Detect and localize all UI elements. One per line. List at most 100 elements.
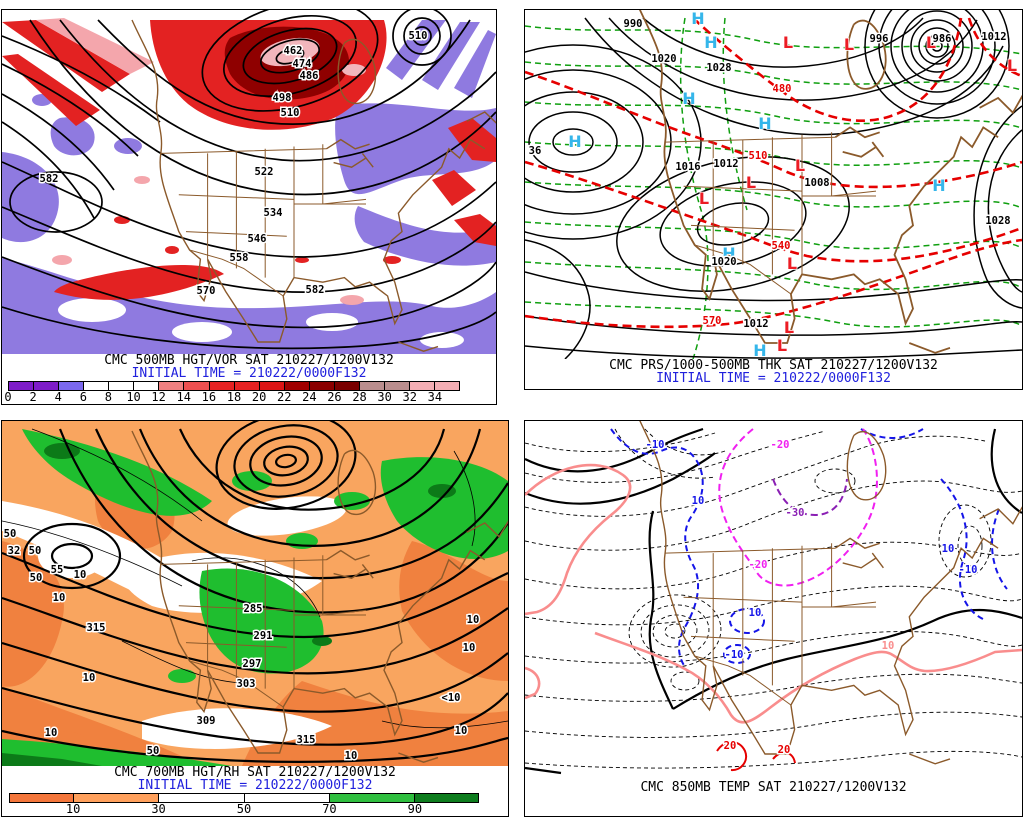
panel-500mb-hgt-vor: 582 462 474 486 498 510 510 522 534 546 558 570 582 … — [1, 9, 497, 405]
minus-ten-line-blue — [610, 428, 1008, 668]
contour-label: 486 — [300, 70, 319, 82]
high-pressure-marker: H — [691, 10, 704, 28]
contour-label: -20 — [749, 559, 768, 571]
contour-label: 522 — [255, 166, 274, 178]
contour-label: 1012 — [981, 31, 1006, 43]
colorbar-tick-label: 16 — [201, 390, 217, 404]
contour-label: 55 — [51, 564, 64, 576]
coastline-na — [636, 421, 1023, 764]
low-pressure-marker: L — [787, 254, 797, 273]
colorbar-segment — [259, 382, 285, 390]
contour-label: 990 — [624, 18, 643, 30]
colorbar-segment — [209, 382, 235, 390]
contour-label: 50 — [147, 745, 160, 757]
colorbar-segment — [134, 382, 160, 390]
colorbar-tick-label: 10 — [65, 802, 81, 816]
contour-label: 10 — [455, 725, 468, 737]
height-contours-700mb — [2, 421, 508, 763]
colorbar-tick-label: 70 — [322, 802, 337, 816]
contour-label: 986 — [933, 33, 952, 45]
colorbar-tick-label: 12 — [151, 390, 166, 404]
contour-label: -10 — [725, 649, 744, 661]
colorbar-segment — [159, 794, 245, 802]
contour-labels-700mb: 50 32 50 55 50 10 10 315 10 10 285 291 297 303 309 315 5… — [2, 527, 481, 764]
contour-label: 309 — [197, 715, 216, 727]
colorbar-tick-label: 24 — [302, 390, 317, 404]
colorbar-tick-label: 6 — [79, 390, 87, 404]
colorbar-tick-label: 18 — [226, 390, 242, 404]
contour-label: 1028 — [706, 62, 731, 74]
contour-label: 480 — [773, 83, 792, 95]
initial-time-prs-thk: INITIAL TIME = 210222/0000F132 — [656, 371, 891, 386]
rh-colorbar-ticks: 10 30 50 70 90 — [9, 803, 479, 816]
colorbar-segment — [84, 382, 110, 390]
map-700mb-hgt-rh: 50 32 50 55 50 10 10 315 10 10 285 291 297 303 309 315 5… — [2, 421, 508, 766]
contour-label: 10 — [463, 642, 476, 654]
contour-label: 510 — [749, 150, 768, 162]
low-pressure-marker: L — [926, 33, 936, 52]
high-pressure-marker: H — [682, 89, 695, 108]
rh-colorbar-swatches — [9, 793, 479, 803]
contour-label: 510 — [281, 107, 300, 119]
colorbar-segment — [410, 382, 436, 390]
contour-label: 1020 — [711, 256, 736, 268]
contour-label: 498 — [273, 92, 292, 104]
contour-label: 558 — [230, 252, 249, 264]
colorbar-tick-label: 50 — [236, 802, 252, 816]
contour-label: 10 — [692, 495, 705, 507]
rh-shading — [2, 429, 508, 766]
coastline-na — [636, 10, 1023, 353]
low-pressure-marker: L — [1007, 56, 1017, 75]
high-pressure-marker: H — [568, 132, 581, 151]
contour-label: 1016 — [675, 161, 700, 173]
contour-label: 315 — [297, 734, 316, 746]
zero-line-solid-black — [525, 427, 1022, 775]
colorbar-segment — [74, 794, 160, 802]
initial-time-700mb: INITIAL TIME = 210222/0000F132 — [137, 778, 373, 793]
colorbar-segment — [329, 794, 415, 802]
colorbar-segment — [334, 382, 360, 390]
contour-label: 1012 — [713, 158, 738, 170]
contour-label: 32 — [8, 545, 21, 557]
high-pressure-marker: H — [758, 114, 771, 133]
contour-label: 1008 — [804, 177, 829, 189]
minus-thirty-line-purple — [772, 478, 848, 517]
contour-label: 582 — [40, 173, 59, 185]
high-pressure-marker: H — [722, 244, 735, 263]
colorbar-segment — [184, 382, 210, 390]
low-pressure-marker: L — [699, 189, 709, 208]
low-pressure-marker: L — [783, 33, 793, 52]
colorbar-segment — [435, 382, 460, 390]
contour-label: 10 — [749, 607, 762, 619]
colorbar-tick-label: 10 — [126, 390, 141, 404]
colorbar-segment — [10, 794, 75, 802]
ten-degree-line-salmon — [525, 463, 1022, 724]
colorbar-tick-label: 20 — [251, 390, 267, 404]
contour-label: 10 — [467, 614, 480, 626]
contour-label: -20 — [771, 439, 790, 451]
contour-label: 570 — [703, 315, 722, 327]
contour-label: 285 — [244, 603, 263, 615]
high-pressure-marker: H — [704, 33, 717, 52]
contour-label: 546 — [248, 233, 267, 245]
contour-label: -10 — [959, 564, 978, 576]
contour-label: 291 — [254, 630, 273, 642]
coastline-na — [132, 20, 496, 351]
contour-label: -10 — [646, 439, 665, 451]
contour-label: 20 — [778, 744, 791, 756]
low-pressure-marker: L — [795, 156, 805, 175]
colorbar-tick-label: 28 — [352, 390, 367, 404]
contour-label: 462 — [284, 45, 303, 57]
colorbar-tick-label: 2 — [29, 390, 37, 404]
contour-label: 1012 — [743, 318, 768, 330]
isotherms-dashed — [525, 428, 1022, 769]
contour-label: 10 — [942, 543, 955, 555]
colorbar-segment — [9, 382, 35, 390]
colorbar-tick-label: 90 — [407, 802, 423, 816]
contour-label: 50 — [30, 572, 43, 584]
caption-prs-thk: CMC PRS/1000-500MB THK SAT 210227/1200V1… — [609, 358, 938, 373]
contour-label: 10 — [74, 569, 87, 581]
low-pressure-marker: L — [777, 336, 787, 355]
